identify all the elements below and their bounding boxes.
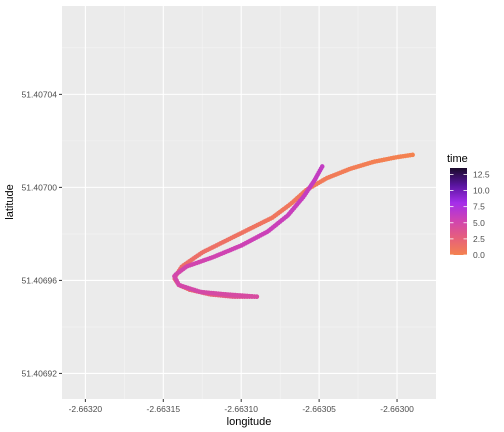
y-tick-label: 51.40692 <box>22 368 58 378</box>
x-tick-label: -2.66320 <box>69 404 103 414</box>
legend-ticks: 0.0 2.5 5.0 7.5 10.0 12.5 <box>450 169 490 260</box>
legend-label: 7.5 <box>473 202 485 212</box>
x-tick-label: -2.66310 <box>224 404 258 414</box>
data-point <box>319 164 325 169</box>
legend: time 0.0 2.5 5.0 7.5 10.0 12.5 <box>447 153 490 260</box>
x-tick-label: -2.66300 <box>380 404 414 414</box>
x-axis: -2.66320 -2.66315 -2.66310 -2.66305 -2.66300 <box>69 399 414 414</box>
legend-label: 0.0 <box>473 250 485 260</box>
x-tick-label: -2.66305 <box>302 404 336 414</box>
legend-label: 5.0 <box>473 218 485 228</box>
legend-title: time <box>447 153 468 165</box>
grid-minor <box>62 6 436 399</box>
grid-major <box>62 6 436 399</box>
y-axis-title: latitude <box>4 184 16 219</box>
x-tick-label: -2.66315 <box>147 404 181 414</box>
legend-colorbar <box>450 168 467 255</box>
y-tick-label: 51.40704 <box>22 89 58 99</box>
legend-label: 2.5 <box>473 234 485 244</box>
plot-panel <box>62 6 436 399</box>
y-tick-label: 51.40700 <box>22 182 58 192</box>
x-axis-title: longitude <box>227 416 272 428</box>
data-points <box>172 152 415 299</box>
legend-label: 12.5 <box>473 169 490 179</box>
y-tick-label: 51.40696 <box>22 275 58 285</box>
y-axis: 51.40692 51.40696 51.40700 51.40704 <box>22 89 62 378</box>
legend-label: 10.0 <box>473 186 490 196</box>
